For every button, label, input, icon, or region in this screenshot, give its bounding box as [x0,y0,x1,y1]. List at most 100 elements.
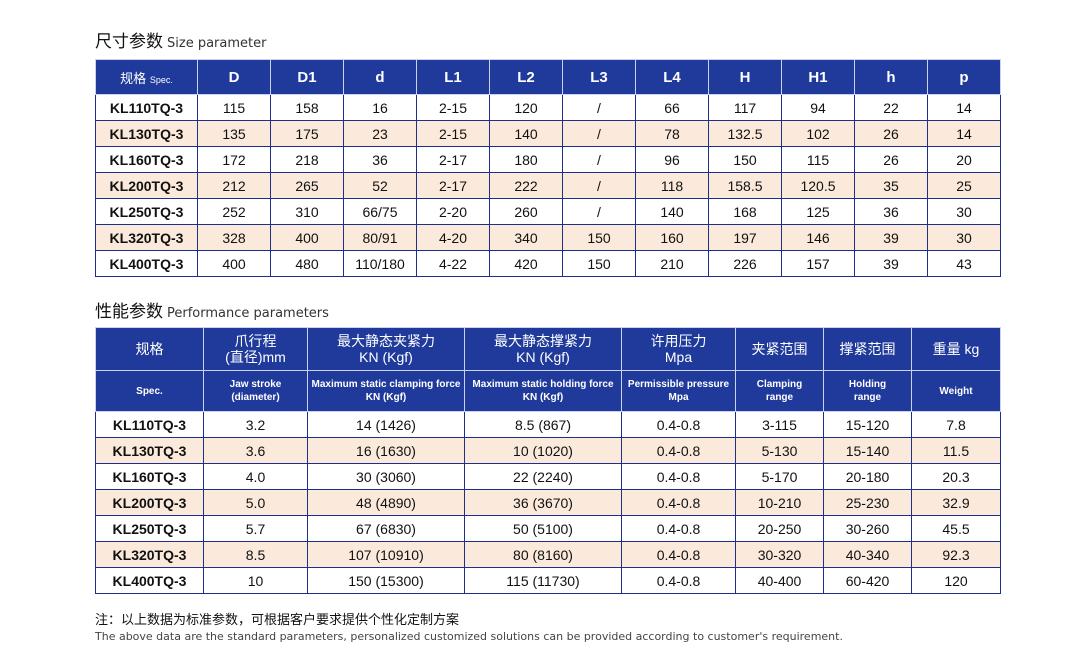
size-table-header-row: 规格 Spec. D D1 d L1 L2 L3 L4 H H1 h p [95,59,1001,95]
table-cell: 175 [270,120,344,147]
spec-cell: KL130TQ-3 [95,120,198,147]
perf-header-en-line: KN (Kgf) [365,392,407,403]
perf-header-en-line: Permissible pressure [627,379,730,390]
table-row: KL320TQ-3 328 400 80/91 4-20 340 150 160 197 146 3… [95,224,1001,251]
perf-header-en-line: Holding [848,379,887,390]
footnote-zh: 注：以上数据为标准参数，可根据客户要求提供个性化定制方案 [95,613,460,628]
table-cell: / [562,172,636,199]
table-cell: 35 [854,172,928,199]
table-cell: 328 [197,224,271,251]
table-row: KL110TQ-3 115 158 16 2-15 120/66 117 94 22 14 [95,94,1001,121]
table-cell: 32.9 [911,489,1001,516]
table-cell: 30 (3060) [307,463,465,490]
table-cell: 36 [343,146,417,173]
spec-cell: KL160TQ-3 [95,146,198,173]
table-row: KL130TQ-3 3.6 16 (1630) 10 (1020) 0.4-0.8 5-1… [95,437,1001,464]
table-row: KL400TQ-3 400 480 110/180 4-22 420 150 210 226 15… [95,250,1001,277]
table-cell: 66 [635,94,709,121]
table-cell: 3-115 [735,411,824,438]
table-cell: 10 [203,567,308,594]
table-cell: 150 (15300) [307,567,465,594]
table-cell: 80/91 [343,224,417,251]
perf-header-zh-2: 最大静态夹紧力 KN (Kgf) [307,327,465,371]
table-cell: 120 [489,94,563,121]
spec-cell: KL320TQ-3 [95,224,198,251]
perf-header-en-4: Permissible pressure Mpa [621,370,736,412]
table-cell: 132.5 [708,120,782,147]
table-cell: 400 [197,250,271,277]
table-cell: 94 [781,94,855,121]
table-cell: 120.5 [781,172,855,199]
table-cell: 2-15 [416,120,490,147]
table-cell: 66/75 [343,198,417,225]
perf-table-header-row-zh: 规格 爪行程 (直径)mm 最大静态夹紧力 KN (Kgf) 最大静态撑紧力 KN (Kgf… [95,327,1001,371]
table-cell: 118 [635,172,709,199]
table-cell: 15-120 [823,411,912,438]
perf-header-en-line: Mpa [668,392,689,403]
table-cell: 40-340 [823,541,912,568]
table-cell: 340 [489,224,563,251]
table-cell: 22 [854,94,928,121]
table-row: KL160TQ-3 4.0 30 (3060) 22 (2240) 0.4-0.8 5-1… [95,463,1001,490]
table-cell: 11.5 [911,437,1001,464]
perf-header-en-0: Spec. [95,370,204,412]
perf-header-zh-line: 最大静态撑紧力 [494,333,592,349]
table-cell: 0.4-0.8 [621,411,736,438]
table-row: KL200TQ-3 5.0 48 (4890) 36 (3670) 0.4-0.8 10-… [95,489,1001,516]
table-cell: 252 [197,198,271,225]
table-cell: 480 [270,250,344,277]
perf-header-zh-line: 规格 [135,341,164,357]
table-cell: 5-130 [735,437,824,464]
spec-cell: KL160TQ-3 [95,463,204,490]
spec-cell: KL130TQ-3 [95,437,204,464]
table-cell: 25-230 [823,489,912,516]
size-parameter-table: 规格 Spec. D D1 d L1 L2 L3 L4 H H1 h p KL110TQ-3 115 15… [95,59,1001,277]
size-header-spec-en: Spec. [149,74,173,85]
table-cell: 150 [562,250,636,277]
table-cell: 0.4-0.8 [621,489,736,516]
table-cell: 30 [927,224,1001,251]
table-cell: / [562,146,636,173]
table-cell: 180 [489,146,563,173]
table-cell: 60-420 [823,567,912,594]
table-cell: / [562,120,636,147]
table-cell: 43 [927,250,1001,277]
table-cell: 146 [781,224,855,251]
table-row: KL250TQ-3 252 310 66/75 2-20 260/140 168 125 36 3… [95,198,1001,225]
table-cell: 0.4-0.8 [621,437,736,464]
perf-header-zh-line: 爪行程 [234,333,277,349]
size-title-zh: 尺寸参数 [95,32,163,52]
table-cell: 20-250 [735,515,824,542]
size-header-d: d [343,59,417,95]
table-cell: 25 [927,172,1001,199]
table-cell: 222 [489,172,563,199]
size-header-l2: L2 [489,59,563,95]
table-cell: 26 [854,146,928,173]
table-cell: 150 [562,224,636,251]
table-cell: 168 [708,198,782,225]
table-cell: 117 [708,94,782,121]
table-row: KL250TQ-3 5.7 67 (6830) 50 (5100) 0.4-0.8 20-… [95,515,1001,542]
table-cell: 40-400 [735,567,824,594]
size-header-l3: L3 [562,59,636,95]
size-header-spec: 规格 Spec. [95,59,198,95]
size-header-l1: L1 [416,59,490,95]
size-header-d1: D1 [270,59,344,95]
size-title-en: Size parameter [167,36,267,51]
table-cell: 158 [270,94,344,121]
perf-header-en-line: Maximum static clamping force [311,379,461,390]
table-cell: 8.5 (867) [464,411,622,438]
footnote-en: The above data are the standard paramete… [95,630,843,643]
table-cell: 67 (6830) [307,515,465,542]
perf-header-en-3: Maximum static holding force KN (Kgf) [464,370,622,412]
table-cell: 50 (5100) [464,515,622,542]
table-cell: 4.0 [203,463,308,490]
table-cell: / [562,94,636,121]
perf-header-zh-3: 最大静态撑紧力 KN (Kgf) [464,327,622,371]
spec-cell: KL400TQ-3 [95,250,198,277]
table-cell: 10-210 [735,489,824,516]
perf-header-en-line: Clamping [756,379,803,390]
perf-header-zh-line: Mpa [664,349,693,365]
spec-cell: KL250TQ-3 [95,515,204,542]
size-header-l4: L4 [635,59,709,95]
